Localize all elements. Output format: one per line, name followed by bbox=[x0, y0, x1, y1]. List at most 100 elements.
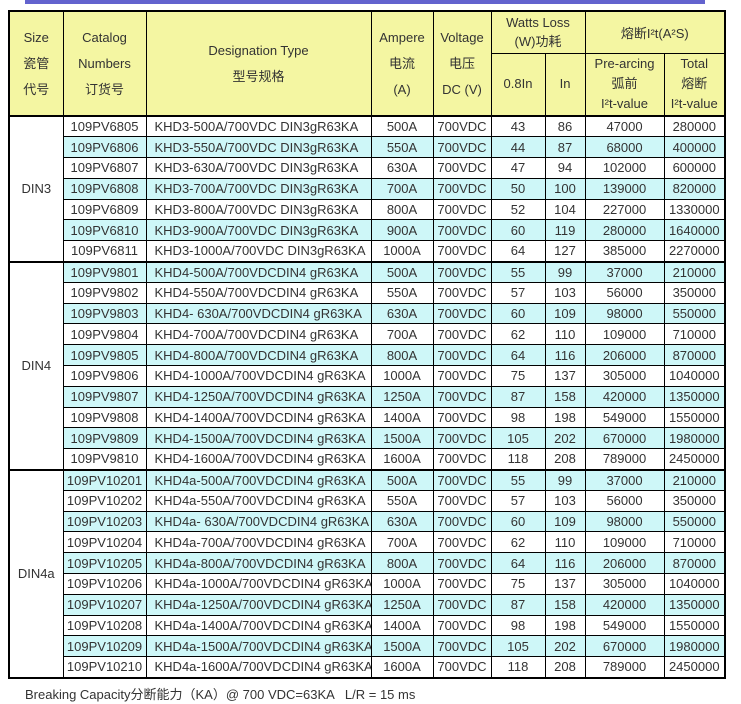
watts-0.8in-cell: 98 bbox=[490, 614, 546, 637]
total-i2t-cell: 710000 bbox=[663, 323, 726, 346]
watts-0.8in-cell: 50 bbox=[490, 177, 546, 200]
voltage-cell: 700VDC bbox=[432, 136, 492, 159]
watts-in-cell: 208 bbox=[544, 448, 586, 471]
fuse-spec-table: Size 瓷管 代号 Catalog Numbers 订货号 Designati… bbox=[8, 10, 727, 679]
total-i2t-cell: 1640000 bbox=[663, 219, 726, 242]
total-i2t-cell: 600000 bbox=[663, 157, 726, 179]
table-row: 109PV10204 KHD4a-700A/700VDCDIN4 gR63KA 70… bbox=[9, 531, 726, 554]
watts-0.8in-cell: 44 bbox=[490, 136, 546, 159]
ampere-cell: 700A bbox=[370, 531, 434, 554]
catalog-cell: 109PV6807 bbox=[62, 157, 147, 179]
watts-0.8in-cell: 55 bbox=[490, 468, 546, 491]
table-row: 109PV10206 KHD4a-1000A/700VDCDIN4 gR63KA 1… bbox=[9, 573, 726, 595]
col-header-catalog: Catalog Numbers 订货号 bbox=[62, 10, 147, 117]
total-i2t-cell: 550000 bbox=[663, 302, 726, 325]
voltage-cell: 700VDC bbox=[432, 552, 492, 575]
voltage-cell: 700VDC bbox=[432, 385, 492, 408]
col-header-in: In bbox=[544, 52, 586, 117]
col-header-voltage: Voltage 电压 DC (V) bbox=[432, 10, 492, 117]
prearcing-i2t-cell: 385000 bbox=[584, 240, 665, 263]
voltage-cell: 700VDC bbox=[432, 157, 492, 179]
total-i2t-cell: 400000 bbox=[663, 136, 726, 159]
prearcing-i2t-cell: 98000 bbox=[584, 510, 665, 533]
designation-cell: KHD4a-700A/700VDCDIN4 gR63KA bbox=[145, 531, 372, 554]
designation-cell: KHD4a-800A/700VDCDIN4 gR63KA bbox=[145, 552, 372, 575]
prearcing-i2t-cell: 56000 bbox=[584, 489, 665, 512]
total-i2t-cell: 210000 bbox=[663, 468, 726, 491]
col-header-prearcing: Pre-arcing 弧前 I²t-value bbox=[584, 52, 665, 117]
designation-cell: KHD4a-1600A/700VDCDIN4 gR63KA bbox=[145, 656, 372, 679]
watts-in-cell: 158 bbox=[544, 385, 586, 408]
col-header-watts-loss: Watts Loss (W)功耗 bbox=[490, 10, 586, 54]
col-header-designation: Designation Type 型号规格 bbox=[145, 10, 372, 117]
ampere-cell: 630A bbox=[370, 510, 434, 533]
prearcing-i2t-cell: 789000 bbox=[584, 656, 665, 679]
voltage-cell: 700VDC bbox=[432, 344, 492, 367]
voltage-cell: 700VDC bbox=[432, 531, 492, 554]
catalog-cell: 109PV6811 bbox=[62, 240, 147, 263]
watts-in-cell: 208 bbox=[544, 656, 586, 679]
ampere-cell: 1000A bbox=[370, 365, 434, 387]
table-row: 109PV6806 KHD3-550A/700VDC DIN3gR63KA 550A… bbox=[9, 136, 726, 159]
watts-in-cell: 198 bbox=[544, 614, 586, 637]
table-body: DIN3 109PV6805 KHD3-500A/700VDC DIN3gR63KA… bbox=[8, 115, 726, 679]
total-i2t-cell: 1550000 bbox=[663, 614, 726, 637]
voltage-cell: 700VDC bbox=[432, 614, 492, 637]
designation-cell: KHD3-700A/700VDC DIN3gR63KA bbox=[145, 177, 372, 200]
total-i2t-cell: 1040000 bbox=[663, 365, 726, 387]
voltage-cell: 700VDC bbox=[432, 406, 492, 429]
total-i2t-cell: 1550000 bbox=[663, 406, 726, 429]
watts-in-cell: 100 bbox=[544, 177, 586, 200]
catalog-cell: 109PV10201 bbox=[62, 468, 147, 491]
prearcing-i2t-cell: 305000 bbox=[584, 365, 665, 387]
total-i2t-cell: 1980000 bbox=[663, 635, 726, 658]
designation-cell: KHD4- 630A/700VDCDIN4 gR63KA bbox=[145, 302, 372, 325]
watts-in-cell: 87 bbox=[544, 136, 586, 159]
catalog-cell: 109PV9807 bbox=[62, 385, 147, 408]
watts-0.8in-cell: 57 bbox=[490, 281, 546, 304]
catalog-cell: 109PV9801 bbox=[62, 260, 147, 283]
catalog-cell: 109PV10206 bbox=[62, 573, 147, 595]
table-row: 109PV10208 KHD4a-1400A/700VDCDIN4 gR63KA 1… bbox=[9, 614, 726, 637]
catalog-cell: 109PV9810 bbox=[62, 448, 147, 471]
ampere-cell: 800A bbox=[370, 552, 434, 575]
table-row: 109PV10202 KHD4a-550A/700VDCDIN4 gR63KA 55… bbox=[9, 489, 726, 512]
catalog-cell: 109PV6808 bbox=[62, 177, 147, 200]
catalog-cell: 109PV10204 bbox=[62, 531, 147, 554]
watts-0.8in-cell: 105 bbox=[490, 635, 546, 658]
catalog-cell: 109PV9803 bbox=[62, 302, 147, 325]
total-i2t-cell: 350000 bbox=[663, 489, 726, 512]
voltage-cell: 700VDC bbox=[432, 468, 492, 491]
designation-cell: KHD3-900A/700VDC DIN3gR63KA bbox=[145, 219, 372, 242]
total-i2t-cell: 710000 bbox=[663, 531, 726, 554]
watts-in-cell: 109 bbox=[544, 510, 586, 533]
catalog-cell: 109PV9809 bbox=[62, 427, 147, 450]
designation-cell: KHD4-1000A/700VDCDIN4 gR63KA bbox=[145, 365, 372, 387]
watts-in-cell: 86 bbox=[544, 115, 586, 138]
prearcing-i2t-cell: 37000 bbox=[584, 260, 665, 283]
catalog-cell: 109PV9805 bbox=[62, 344, 147, 367]
watts-in-cell: 104 bbox=[544, 198, 586, 221]
voltage-cell: 700VDC bbox=[432, 198, 492, 221]
total-i2t-cell: 1350000 bbox=[663, 385, 726, 408]
table-row: 109PV9804 KHD4-700A/700VDCDIN4 gR63KA 700A… bbox=[9, 323, 726, 346]
watts-in-cell: 202 bbox=[544, 635, 586, 658]
designation-cell: KHD4-700A/700VDCDIN4 gR63KA bbox=[145, 323, 372, 346]
total-i2t-cell: 2450000 bbox=[663, 448, 726, 471]
watts-in-cell: 137 bbox=[544, 365, 586, 387]
watts-0.8in-cell: 98 bbox=[490, 406, 546, 429]
watts-in-cell: 119 bbox=[544, 219, 586, 242]
watts-in-cell: 127 bbox=[544, 240, 586, 263]
watts-0.8in-cell: 60 bbox=[490, 219, 546, 242]
top-accent-bar bbox=[25, 0, 705, 4]
total-i2t-cell: 870000 bbox=[663, 552, 726, 575]
designation-cell: KHD4-1600A/700VDCDIN4 gR63KA bbox=[145, 448, 372, 471]
table-row: 109PV9808 KHD4-1400A/700VDCDIN4 gR63KA 140… bbox=[9, 406, 726, 429]
col-header-i2t: 熔断I²t(A²S) bbox=[584, 10, 726, 54]
table-row: 109PV10210 KHD4a-1600A/700VDCDIN4 gR63KA 1… bbox=[9, 656, 726, 679]
ampere-cell: 1600A bbox=[370, 656, 434, 679]
watts-0.8in-cell: 118 bbox=[490, 656, 546, 679]
catalog-cell: 109PV10205 bbox=[62, 552, 147, 575]
prearcing-i2t-cell: 139000 bbox=[584, 177, 665, 200]
